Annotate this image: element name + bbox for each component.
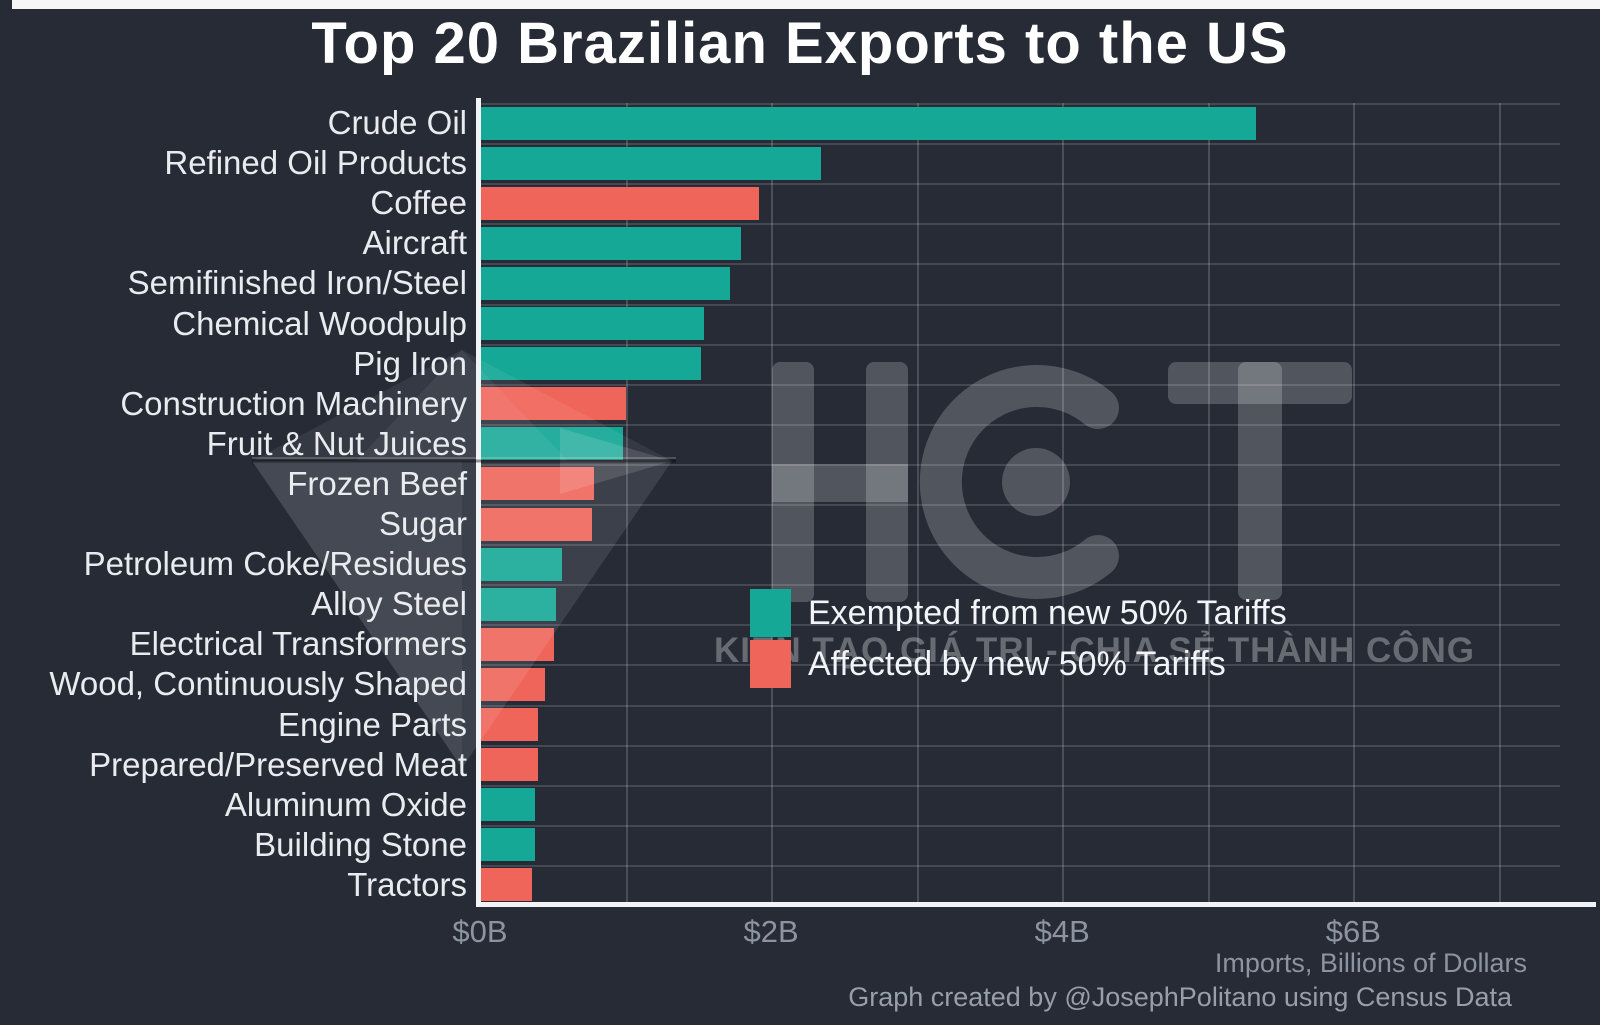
gridline-vertical-4b bbox=[1062, 103, 1065, 905]
gridline-vertical-3b bbox=[916, 103, 919, 905]
bar-fruit-nut-juices bbox=[480, 427, 623, 461]
gridline-horizontal bbox=[480, 223, 1560, 226]
category-label-petroleum-coke-residues: Petroleum Coke/Residues bbox=[83, 545, 467, 583]
category-label-prepared-preserved-meat: Prepared/Preserved Meat bbox=[89, 745, 467, 783]
category-label-pig-iron: Pig Iron bbox=[353, 344, 467, 382]
category-label-refined-oil-products: Refined Oil Products bbox=[164, 144, 467, 182]
gridline-horizontal bbox=[480, 263, 1560, 266]
gridline-horizontal bbox=[480, 303, 1560, 306]
bar-electrical-transformers bbox=[480, 627, 555, 661]
gridline-vertical-5b bbox=[1207, 103, 1210, 905]
category-label-chemical-woodpulp: Chemical Woodpulp bbox=[172, 304, 467, 342]
bar-aluminum-oxide bbox=[480, 788, 536, 822]
category-label-electrical-transformers: Electrical Transformers bbox=[129, 625, 467, 663]
gridline-horizontal bbox=[480, 624, 1560, 627]
bar-alloy-steel bbox=[480, 587, 556, 621]
category-label-fruit-nut-juices: Fruit & Nut Juices bbox=[206, 424, 467, 462]
x-tick-label-2b: $2B bbox=[743, 914, 799, 949]
category-label-tractors: Tractors bbox=[347, 865, 467, 903]
legend-item-affected: Affected by new 50% Tariffs bbox=[750, 640, 1287, 688]
gridline-vertical-7b bbox=[1498, 103, 1501, 905]
gridline-horizontal bbox=[480, 343, 1560, 346]
bar-pig-iron bbox=[480, 347, 702, 381]
gridline-horizontal bbox=[480, 864, 1560, 867]
top-border-strip bbox=[12, 0, 1600, 9]
bar-wood-continuously-shaped bbox=[480, 667, 546, 701]
gridline-horizontal bbox=[480, 584, 1560, 587]
category-label-frozen-beef: Frozen Beef bbox=[287, 464, 467, 502]
legend-item-exempt: Exempted from new 50% Tariffs bbox=[750, 589, 1287, 637]
category-label-aircraft: Aircraft bbox=[362, 224, 467, 262]
gridline-horizontal bbox=[480, 824, 1560, 827]
bar-semifinished-iron-steel bbox=[480, 266, 731, 300]
bar-aircraft bbox=[480, 226, 741, 260]
bar-refined-oil-products bbox=[480, 146, 821, 180]
category-label-aluminum-oxide: Aluminum Oxide bbox=[224, 785, 467, 823]
legend: Exempted from new 50% Tariffs Affected b… bbox=[750, 589, 1287, 691]
x-tick-label-4b: $4B bbox=[1034, 914, 1090, 949]
gridline-horizontal bbox=[480, 784, 1560, 787]
category-label-crude-oil: Crude Oil bbox=[327, 104, 467, 141]
x-tick-row: $0B $2B $4B $6B bbox=[0, 914, 1600, 950]
gridline-vertical-6b bbox=[1353, 103, 1356, 905]
gridline-horizontal bbox=[480, 103, 1560, 105]
category-label-building-stone: Building Stone bbox=[254, 825, 467, 863]
credit-line: Graph created by @JosephPolitano using C… bbox=[848, 982, 1512, 1012]
gridline-horizontal bbox=[480, 744, 1560, 747]
bar-coffee bbox=[480, 186, 760, 220]
legend-swatch-exempt bbox=[750, 589, 791, 637]
category-label-alloy-steel: Alloy Steel bbox=[311, 585, 467, 623]
category-label-sugar: Sugar bbox=[378, 505, 467, 542]
gridline-horizontal bbox=[480, 383, 1560, 386]
x-tick-label-6b: $6B bbox=[1325, 914, 1381, 949]
bar-prepared-preserved-meat bbox=[480, 748, 539, 782]
bar-building-stone bbox=[480, 828, 536, 862]
gridline-horizontal bbox=[480, 143, 1560, 146]
category-label-semifinished-iron-steel: Semifinished Iron/Steel bbox=[127, 264, 467, 302]
bar-frozen-beef bbox=[480, 467, 594, 501]
category-label-engine-parts: Engine Parts bbox=[278, 705, 467, 743]
category-label-coffee: Coffee bbox=[370, 184, 467, 222]
bar-sugar bbox=[480, 507, 593, 541]
bar-engine-parts bbox=[480, 708, 539, 741]
gridline-horizontal bbox=[480, 423, 1560, 426]
category-label-wood-continuously-shaped: Wood, Continuously Shaped bbox=[49, 665, 467, 703]
bar-construction-machinery bbox=[480, 387, 626, 421]
y-axis-line bbox=[476, 98, 481, 907]
bar-crude-oil bbox=[480, 106, 1256, 140]
gridline-horizontal bbox=[480, 504, 1560, 506]
legend-swatch-affected bbox=[750, 640, 791, 688]
bar-petroleum-coke-residues bbox=[480, 547, 562, 581]
plot-area bbox=[480, 103, 1560, 905]
category-label-construction-machinery: Construction Machinery bbox=[120, 384, 467, 422]
bar-tractors bbox=[480, 868, 533, 902]
legend-label-exempt: Exempted from new 50% Tariffs bbox=[808, 593, 1287, 632]
x-axis-line bbox=[476, 902, 1596, 907]
x-axis-caption: Imports, Billions of Dollars bbox=[1214, 948, 1527, 978]
gridline-vertical-1b bbox=[625, 103, 628, 905]
gridline-horizontal bbox=[480, 463, 1560, 466]
gridline-horizontal bbox=[480, 183, 1560, 186]
x-tick-label-0b: $0B bbox=[452, 914, 508, 949]
gridline-horizontal bbox=[480, 704, 1560, 707]
gridline-vertical-2b bbox=[771, 103, 774, 905]
bar-chemical-woodpulp bbox=[480, 307, 705, 340]
legend-label-affected: Affected by new 50% Tariffs bbox=[808, 644, 1226, 683]
chart-title: Top 20 Brazilian Exports to the US bbox=[311, 11, 1289, 76]
gridline-horizontal bbox=[480, 664, 1560, 667]
gridline-horizontal bbox=[480, 544, 1560, 547]
